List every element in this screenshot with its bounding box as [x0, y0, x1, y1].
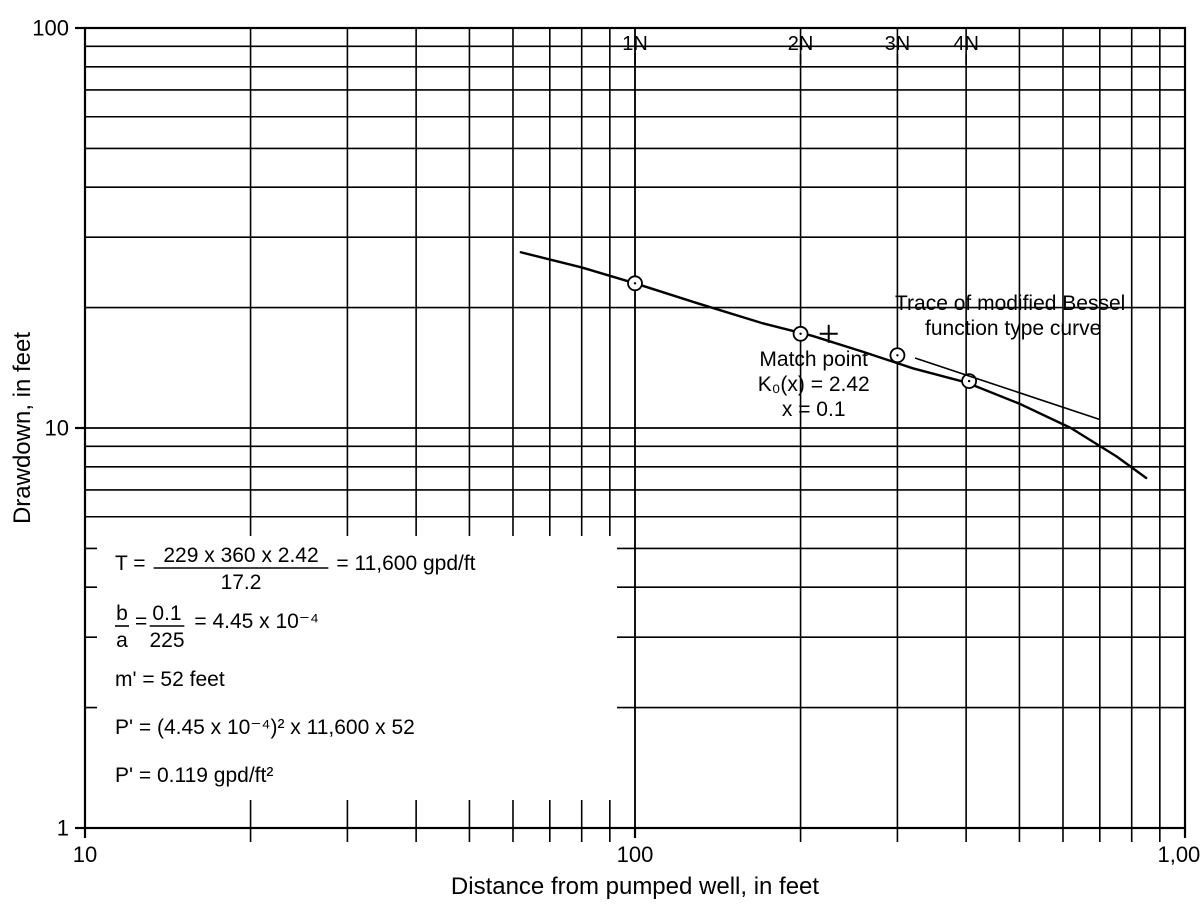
svg-text:229 x 360 x 2.42: 229 x 360 x 2.42 [163, 544, 318, 567]
svg-text:=: = [135, 610, 147, 633]
svg-text:0.1: 0.1 [152, 602, 181, 625]
match-point-label: x = 0.1 [782, 398, 846, 421]
well-label: 2N [788, 33, 814, 55]
svg-text:T =: T = [115, 552, 146, 575]
equation-line: P' = 0.119 gpd/ft² [115, 764, 273, 787]
y-axis-label: Drawdown, in feet [9, 332, 36, 524]
well-label: 3N [885, 33, 911, 55]
x-axis-label: Distance from pumped well, in feet [451, 873, 820, 900]
trace-label-line: function type curve [925, 317, 1101, 340]
svg-text:225: 225 [150, 629, 185, 652]
y-tick-label: 10 [45, 416, 69, 441]
equation-line: m' = 52 feet [115, 668, 225, 691]
svg-text:17.2: 17.2 [221, 571, 262, 594]
svg-text:b: b [116, 602, 128, 625]
trace-label-line: Trace of modified Bessel [895, 292, 1125, 315]
match-point-label: K₀(x) = 2.42 [758, 373, 870, 396]
svg-text:a: a [116, 629, 128, 652]
x-tick-label: 10 [73, 842, 97, 867]
match-point-label: Match point [759, 348, 868, 371]
x-tick-label: 100 [617, 842, 654, 867]
svg-text:= 4.45 x 10⁻⁴: = 4.45 x 10⁻⁴ [194, 610, 319, 633]
y-tick-label: 100 [32, 16, 69, 41]
well-label: 1N [622, 33, 648, 55]
equations-block: T = 229 x 360 x 2.42 17.2 = 11,600 gpd/ft ba… [97, 536, 617, 800]
well-label: 4N [953, 33, 979, 55]
x-tick-label: 1,000 [1157, 842, 1200, 867]
svg-text:= 11,600 gpd/ft: = 11,600 gpd/ft [336, 552, 475, 575]
equation-line: P' = (4.45 x 10⁻⁴)² x 11,600 x 52 [115, 716, 415, 739]
y-tick-label: 1 [57, 816, 69, 841]
